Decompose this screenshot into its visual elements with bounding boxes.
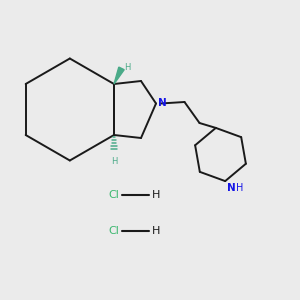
Text: H: H (152, 190, 160, 200)
Text: H: H (124, 63, 130, 72)
Text: Cl: Cl (108, 226, 119, 236)
Text: H: H (236, 184, 243, 194)
Text: Cl: Cl (108, 190, 119, 200)
Polygon shape (114, 67, 124, 84)
Text: H: H (152, 226, 160, 236)
Text: H: H (111, 157, 117, 166)
Text: N: N (158, 98, 167, 108)
Text: N: N (227, 184, 236, 194)
